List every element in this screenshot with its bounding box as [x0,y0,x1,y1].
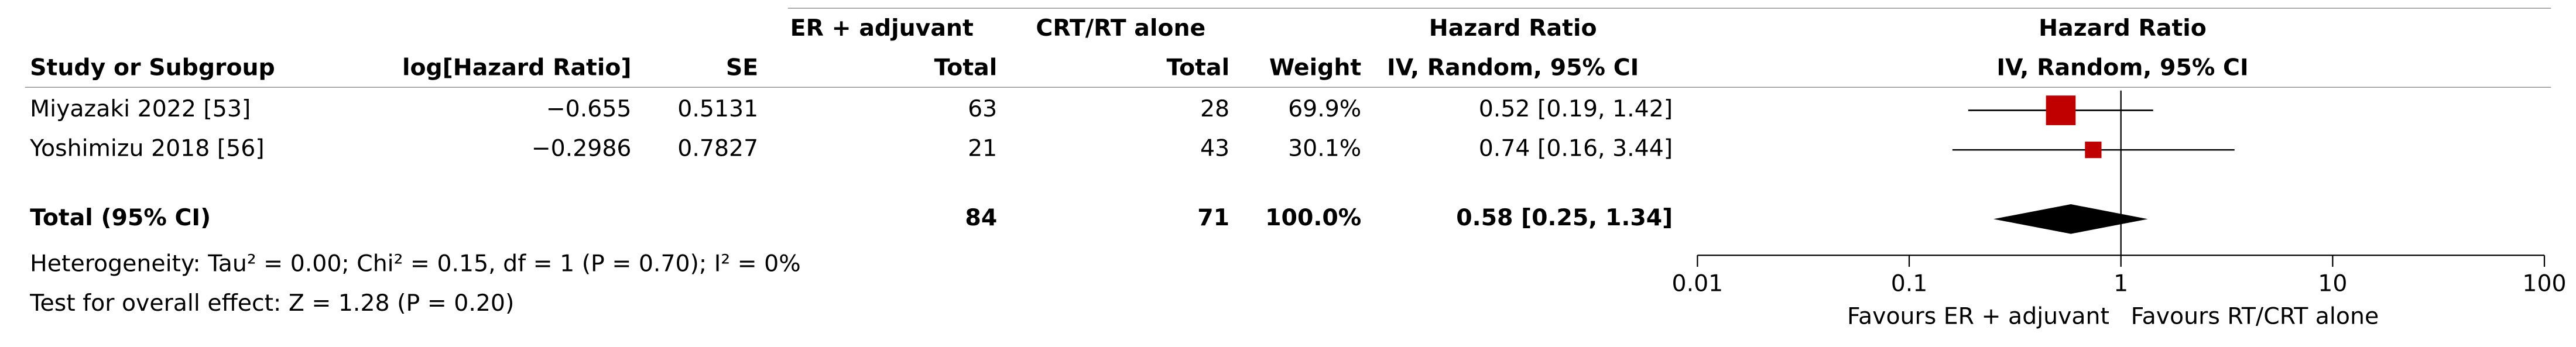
total-hr-label: 0.58 [0.25, 1.34] [1456,204,1673,231]
heterogeneity: Heterogeneity: Tau² = 0.00; Chi² = 0.15,… [30,250,801,277]
x-label-right: Favours RT/CRT alone [2131,303,2379,330]
x-tick-label: 1 [2113,270,2128,297]
plot-header: Hazard Ratio [2039,15,2207,42]
log-hr: −0.655 [546,95,632,122]
x-tick-label: 0.1 [1891,270,1928,297]
weight: 69.9% [1288,95,1361,122]
weight: 30.1% [1288,135,1361,162]
se: 0.5131 [677,95,758,122]
total-weight: 100.0% [1265,204,1361,231]
pooled-diamond [1993,204,2148,234]
overall-effect: Test for overall effect: Z = 1.28 (P = 0… [29,290,514,317]
study-header: Study or Subgroup [30,54,275,81]
x-tick-label: 0.01 [1672,270,1724,297]
effect-square [2046,95,2076,125]
total2-sum: 71 [1197,204,1229,231]
x-tick-label: 100 [2522,270,2566,297]
total1: 63 [968,95,997,122]
hr-ci: 0.74 [0.16, 3.44] [1479,135,1673,162]
effect-square [2085,142,2102,159]
total1-header: Total [934,54,998,81]
hr-method-header: IV, Random, 95% CI [1387,54,1639,81]
hr-header: Hazard Ratio [1429,15,1597,42]
se: 0.7827 [677,135,758,162]
plot-method-header: IV, Random, 95% CI [1996,54,2248,81]
total1: 21 [968,135,997,162]
hr-ci: 0.52 [0.19, 1.42] [1479,95,1673,122]
total2: 28 [1200,95,1229,122]
study-name: Yoshimizu 2018 [56] [29,135,264,162]
total1-sum: 84 [965,204,997,231]
study-name: Miyazaki 2022 [53] [30,95,251,122]
group2-header: CRT/RT alone [1036,15,1205,42]
x-label-left: Favours ER + adjuvant [1847,303,2109,330]
total2-header: Total [1166,54,1229,81]
total2: 43 [1200,135,1229,162]
group1-header: ER + adjuvant [790,15,974,42]
log-hr: −0.2986 [532,135,632,162]
weight-header: Weight [1269,54,1361,81]
loghr-header: log[Hazard Ratio] [402,54,631,81]
se-header: SE [726,54,758,81]
total-label: Total (95% CI) [30,204,211,231]
x-tick-label: 10 [2318,270,2347,297]
